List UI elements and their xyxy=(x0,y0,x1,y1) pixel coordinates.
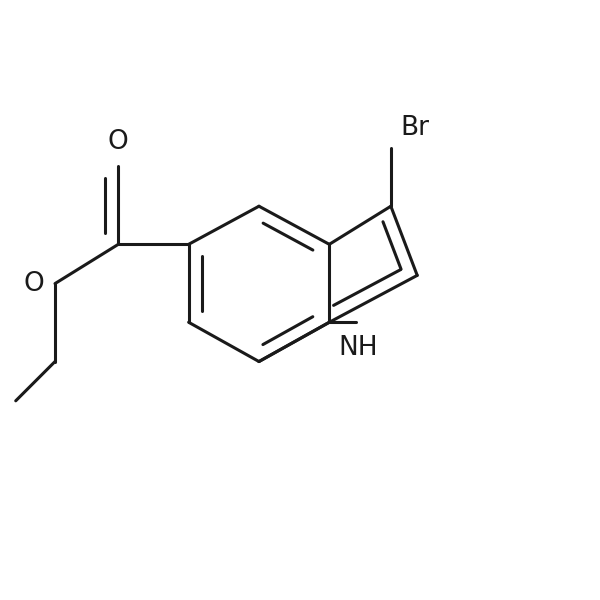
Text: NH: NH xyxy=(339,335,379,361)
Text: O: O xyxy=(108,128,128,155)
Text: O: O xyxy=(23,271,44,296)
Text: Br: Br xyxy=(401,115,430,140)
